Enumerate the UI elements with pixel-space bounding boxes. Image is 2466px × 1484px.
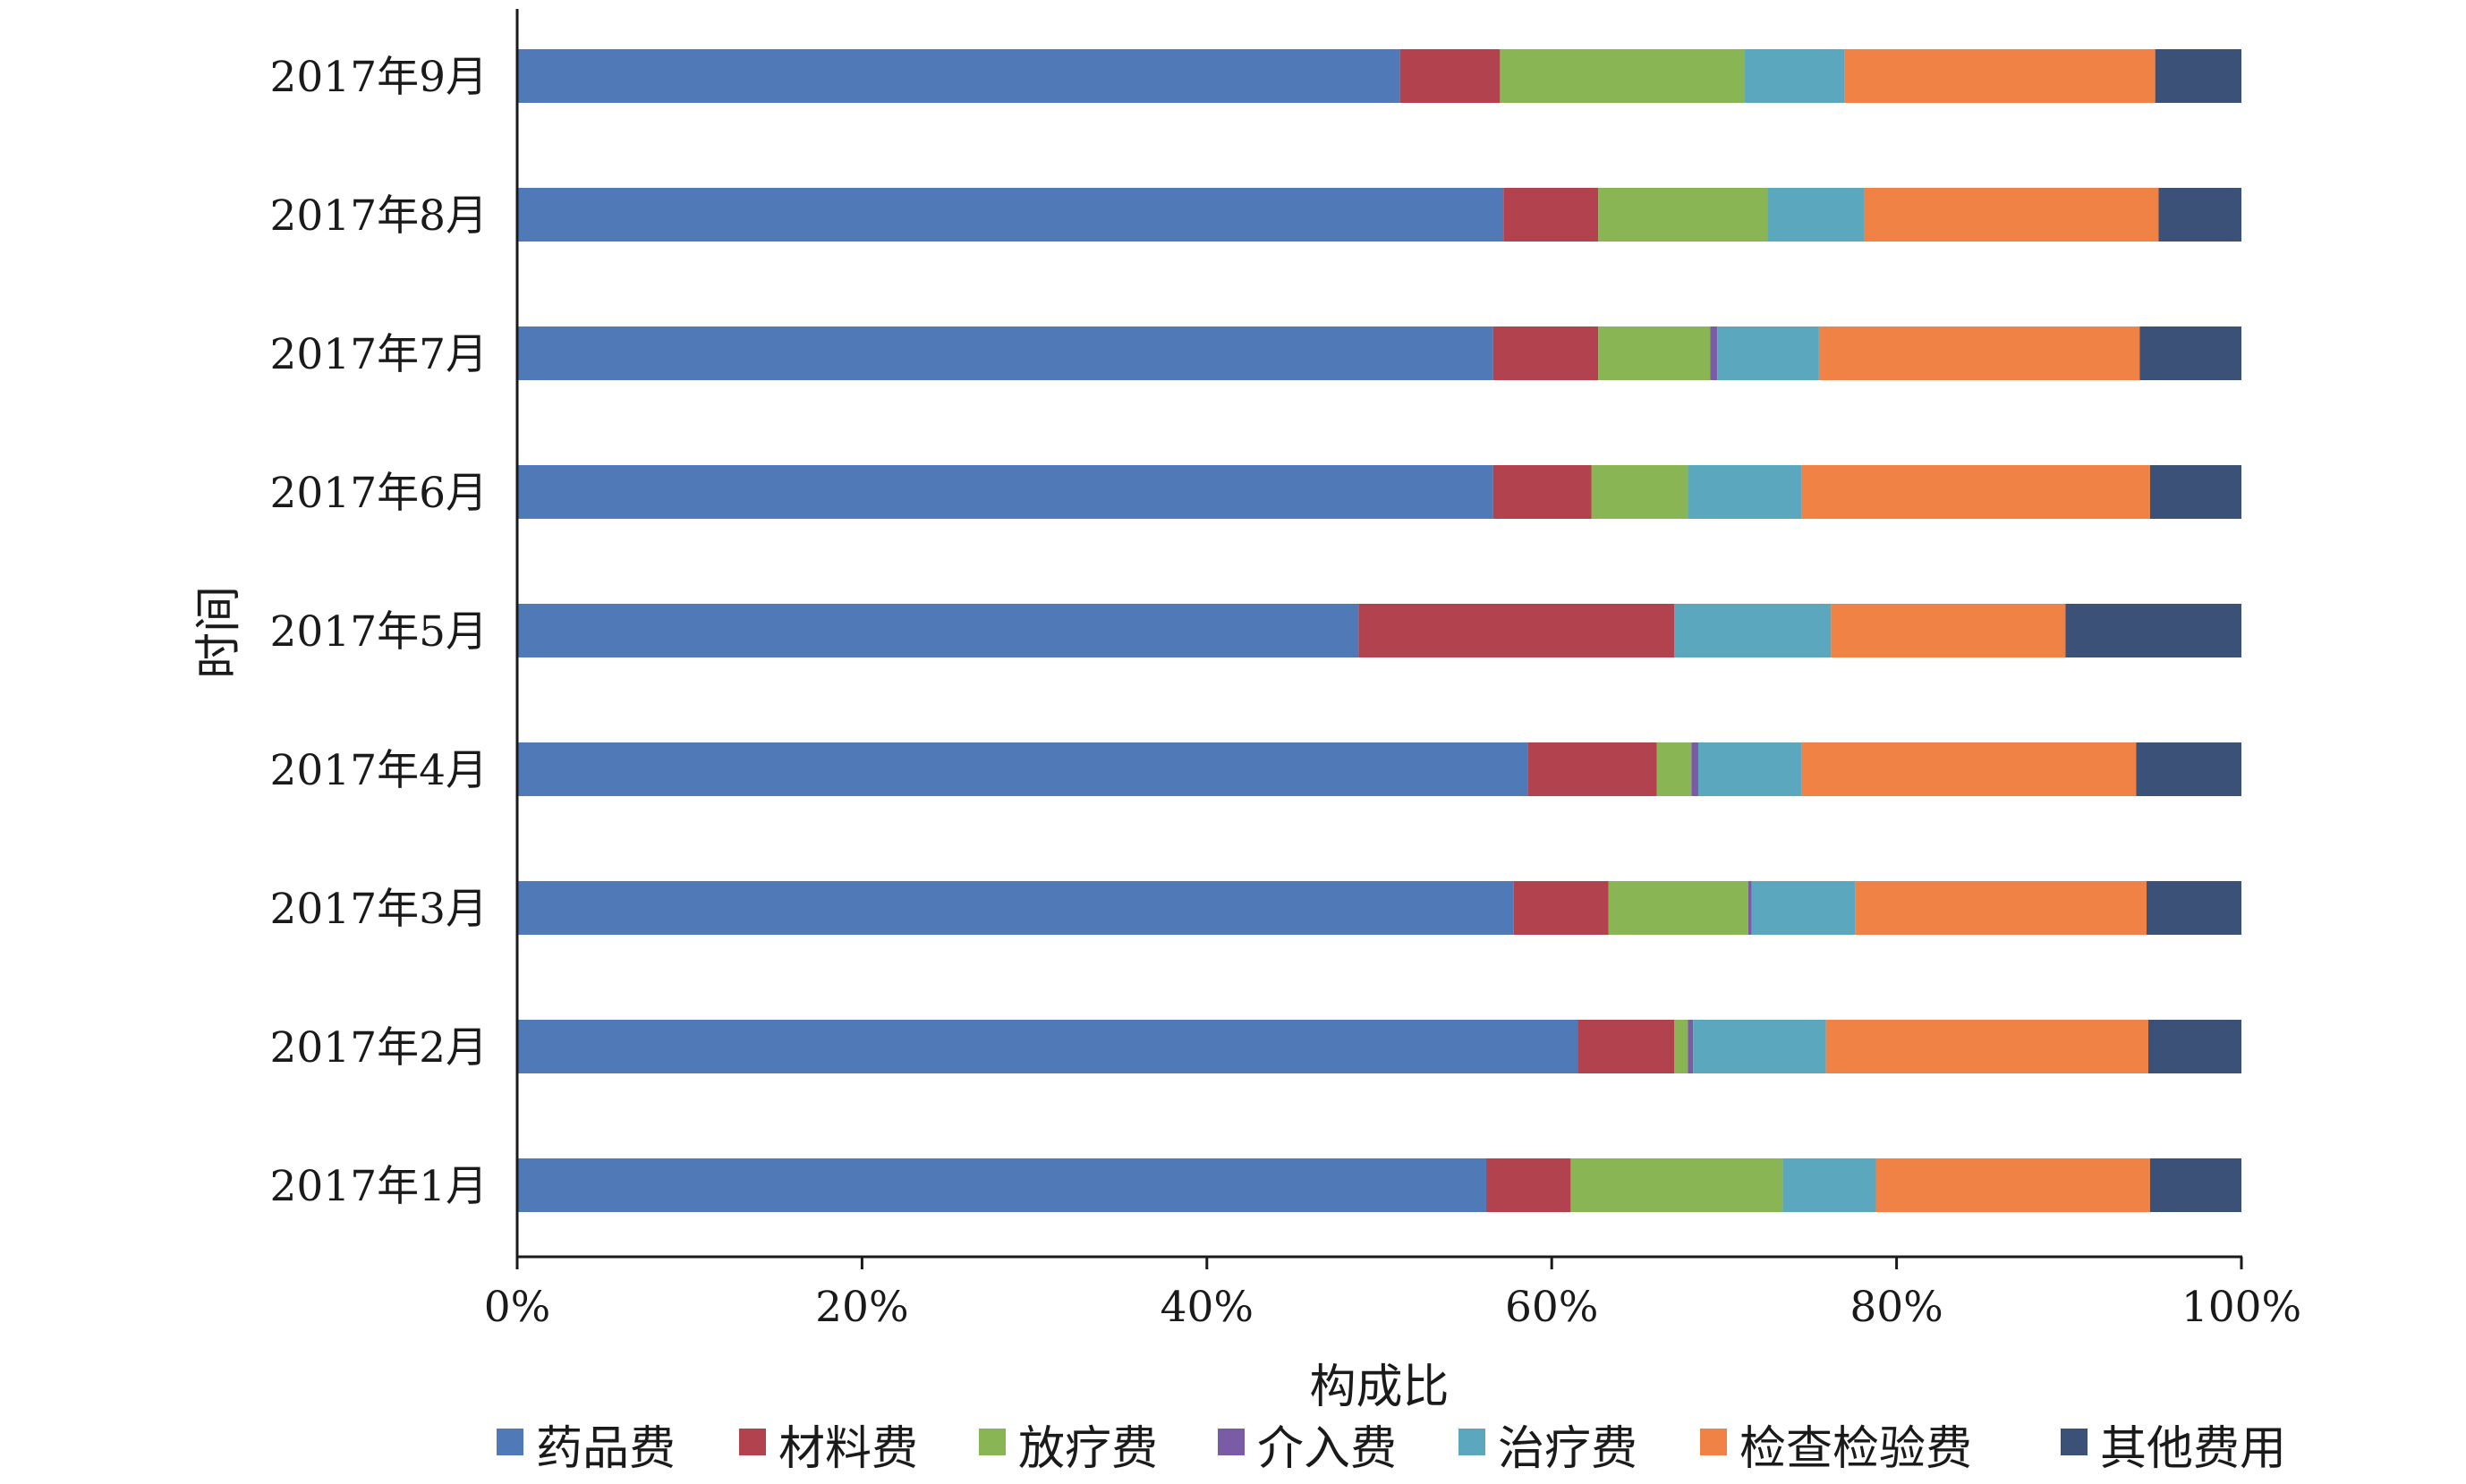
y-category-label: 2017年5月 [269,607,488,657]
legend: 药品费 材料费 放疗费 介入费 治疗费 检查检验费 其他费用 [497,1422,2286,1476]
bar-segment [2065,604,2241,657]
bar-segment [1591,465,1688,519]
bar-segment [1503,188,1599,242]
bar-segment [517,188,1504,242]
bar-segment [1688,465,1802,519]
bar-segment [1767,188,1864,242]
bar-segment [517,49,1400,103]
bar-segment [1674,604,1832,657]
bar-segment [1485,1158,1571,1212]
bar-segment [517,465,1493,519]
bar-segment [1710,326,1718,380]
bar-segment [2155,49,2241,103]
x-tick-label: 100% [2181,1283,2301,1332]
x-axis-title: 构成比 [1309,1361,1449,1414]
legend-label: 药品费 [536,1422,676,1476]
bar-segment [1688,1020,1694,1073]
bar-segment [2139,326,2241,380]
legend-label: 材料费 [778,1422,918,1476]
y-axis-title: 时间 [192,586,246,679]
bar-segment [1747,881,1752,935]
legend-label: 放疗费 [1018,1422,1158,1476]
bar-segment [2147,881,2241,935]
y-category-label: 2017年1月 [269,1162,488,1211]
x-tick-label: 20% [815,1283,908,1332]
bar-segment [1875,1158,2150,1212]
bar-segment [2149,1158,2241,1212]
bar-segment [1717,326,1819,380]
bars-group [517,49,2241,1212]
bar-segment [1691,742,1698,796]
bar-segment [1399,49,1501,103]
legend-swatch [2061,1429,2088,1455]
bar-segment [1570,1158,1783,1212]
bar-segment [1863,188,2159,242]
legend-swatch [739,1429,766,1455]
bar-segment [517,1158,1486,1212]
axes-group [515,9,2242,1259]
legend-swatch [497,1429,523,1455]
legend-swatch [1458,1429,1485,1455]
bar-segment [1801,742,2137,796]
y-category-label: 2017年7月 [269,330,488,379]
bar-segment [2136,742,2241,796]
bar-segment [1527,742,1657,796]
bar-segment [1745,49,1845,103]
bar-segment [1831,604,2066,657]
legend-label: 介入费 [1257,1422,1397,1476]
bar-segment [1751,881,1856,935]
y-category-label: 2017年9月 [269,53,488,102]
bar-segment [517,881,1514,935]
bar-segment [1598,188,1768,242]
bar-segment [1513,881,1609,935]
bar-segment [1697,742,1802,796]
bar-segment [1492,465,1592,519]
bar-segment [1825,1020,2148,1073]
x-tick-label: 80% [1850,1283,1943,1332]
legend-label: 检查检验费 [1739,1422,1972,1476]
legend-swatch [1700,1429,1727,1455]
y-category-label: 2017年4月 [269,746,488,795]
bar-segment [2158,188,2241,242]
bar-segment [1492,326,1599,380]
x-tick-label: 0% [484,1283,551,1332]
y-category-label: 2017年3月 [269,885,488,934]
bar-segment [1693,1020,1826,1073]
bar-segment [1656,742,1692,796]
bar-segment [517,742,1528,796]
legend-swatch [979,1429,1006,1455]
y-category-label: 2017年2月 [269,1023,488,1073]
bar-segment [1608,881,1748,935]
y-category-labels: 2017年1月 2017年2月 2017年3月 2017年4月 2017年5月 2017年… [269,53,488,1211]
bar-segment [1844,49,2156,103]
bar-segment [1782,1158,1876,1212]
legend-label: 治疗费 [1498,1422,1637,1476]
bar-segment [1358,604,1675,657]
bar-segment [517,604,1359,657]
bar-segment [517,326,1493,380]
bar-segment [1500,49,1746,103]
legend-swatch [1218,1429,1245,1455]
bar-segment [1855,881,2147,935]
bar-segment [1598,326,1711,380]
legend-label: 其他费用 [2100,1422,2286,1476]
bar-segment [2149,465,2241,519]
y-category-label: 2017年6月 [269,469,488,518]
bar-segment [517,1020,1578,1073]
bar-segment [1818,326,2140,380]
bar-segment [1674,1020,1688,1073]
x-tick-label: 60% [1505,1283,1598,1332]
bar-segment [1801,465,2150,519]
x-tick-label: 40% [1161,1283,1254,1332]
y-category-label: 2017年8月 [269,191,488,241]
bar-segment [2147,1020,2241,1073]
bar-segment [1577,1020,1675,1073]
x-tick-labels: 0% 20% 40% 60% 80% 100% [484,1257,2301,1332]
